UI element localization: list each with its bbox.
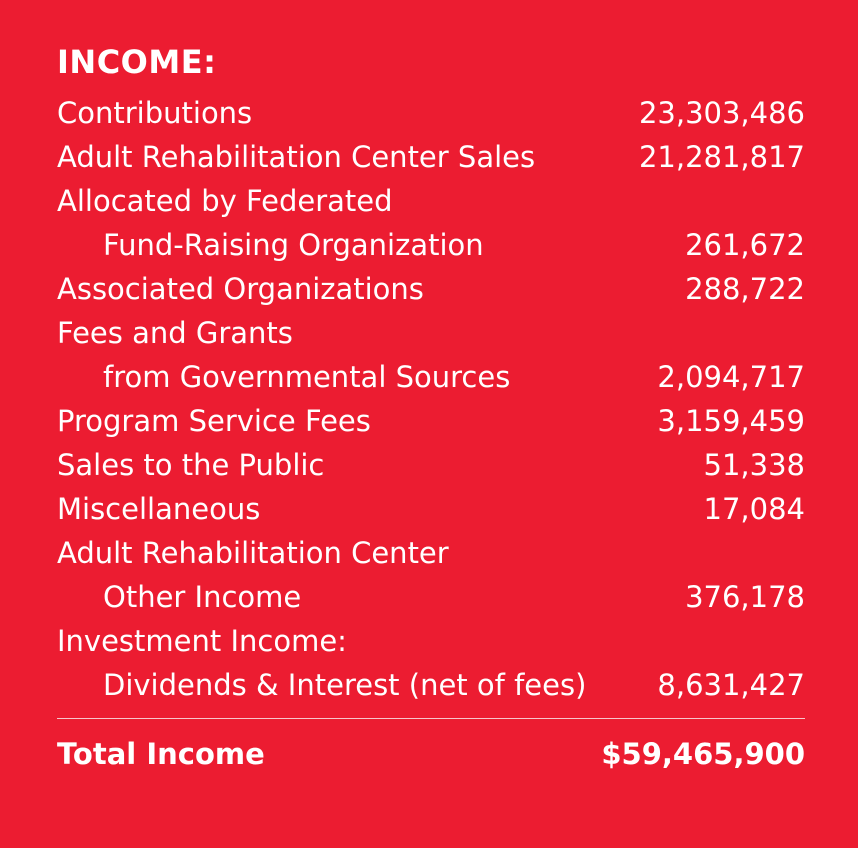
income-rows: Contributions 23,303,486 Adult Rehabilit… [57, 91, 805, 707]
income-row-contributions: Contributions 23,303,486 [57, 91, 805, 135]
row-value: 376,178 [685, 580, 805, 614]
income-row-fund-raising-org: Fund-Raising Organization 261,672 [57, 223, 805, 267]
income-row-associated-orgs: Associated Organizations 288,722 [57, 267, 805, 311]
income-row-allocated-federated: Allocated by Federated [57, 179, 805, 223]
total-income-row: Total Income $59,465,900 [57, 732, 805, 776]
row-value: 261,672 [685, 228, 805, 262]
row-label: Sales to the Public [57, 448, 325, 482]
row-value: 3,159,459 [657, 404, 805, 438]
row-label: Other Income [103, 580, 302, 614]
row-label: Dividends & Interest (net of fees) [103, 668, 587, 702]
income-row-investment-income: Investment Income: [57, 619, 805, 663]
row-label: Investment Income: [57, 624, 347, 658]
income-row-program-service-fees: Program Service Fees 3,159,459 [57, 399, 805, 443]
row-value: 2,094,717 [657, 360, 805, 394]
row-value: 23,303,486 [638, 96, 805, 130]
total-divider [57, 718, 805, 719]
total-value: $59,465,900 [601, 737, 805, 771]
row-label: Allocated by Federated [57, 184, 393, 218]
income-row-other-income: Other Income 376,178 [57, 575, 805, 619]
income-statement-panel: INCOME: Contributions 23,303,486 Adult R… [57, 0, 805, 848]
row-label: from Governmental Sources [103, 360, 511, 394]
income-row-dividends-interest: Dividends & Interest (net of fees) 8,631… [57, 663, 805, 707]
income-row-arc-sales: Adult Rehabilitation Center Sales 21,281… [57, 135, 805, 179]
income-heading: INCOME: [57, 43, 217, 81]
row-label: Program Service Fees [57, 404, 371, 438]
row-value: 8,631,427 [657, 668, 805, 702]
row-label: Fund-Raising Organization [103, 228, 484, 262]
row-value: 288,722 [685, 272, 805, 306]
row-label: Fees and Grants [57, 316, 293, 350]
total-label: Total Income [57, 737, 265, 771]
row-label: Contributions [57, 96, 253, 130]
row-label: Adult Rehabilitation Center [57, 536, 449, 570]
income-row-miscellaneous: Miscellaneous 17,084 [57, 487, 805, 531]
row-label: Adult Rehabilitation Center Sales [57, 140, 536, 174]
income-row-fees-grants: Fees and Grants [57, 311, 805, 355]
income-row-sales-public: Sales to the Public 51,338 [57, 443, 805, 487]
row-value: 17,084 [703, 492, 805, 526]
row-value: 21,281,817 [638, 140, 805, 174]
income-row-governmental-sources: from Governmental Sources 2,094,717 [57, 355, 805, 399]
row-label: Miscellaneous [57, 492, 261, 526]
income-row-arc: Adult Rehabilitation Center [57, 531, 805, 575]
row-label: Associated Organizations [57, 272, 424, 306]
row-value: 51,338 [703, 448, 805, 482]
